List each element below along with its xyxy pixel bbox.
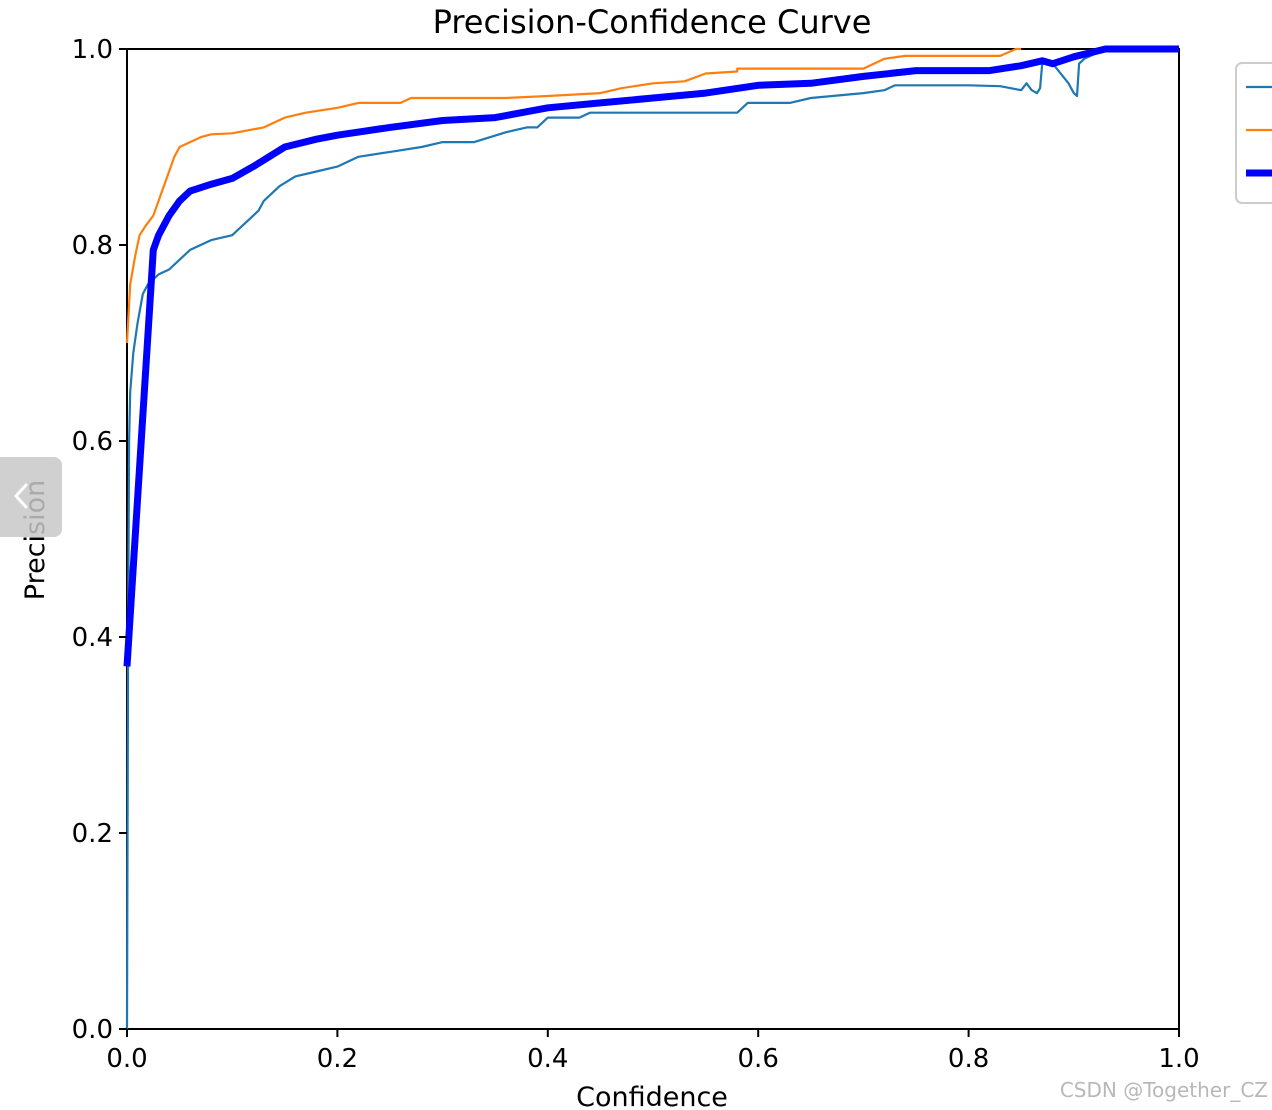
x-tick-label: 0.4 [527,1044,568,1074]
y-axis-ticks: 0.0 0.2 0.4 0.6 0.8 1.0 [72,35,127,1045]
y-tick-label: 0.6 [72,427,113,457]
series-layer [123,45,1179,1030]
plot-frame [126,48,1180,1030]
y-tick-label: 0.4 [72,623,113,653]
x-tick-label: 0.2 [317,1044,358,1074]
series-line-2 [125,47,1022,344]
series-line-1 [125,47,1179,1030]
series-line-3 [123,45,1179,667]
x-tick-label: 0.6 [738,1044,779,1074]
chevron-left-icon [14,483,28,509]
plot-area [123,45,1180,1030]
x-axis-ticks: 0.0 0.2 0.4 0.6 0.8 1.0 [106,1029,1200,1074]
legend-entries [1246,85,1272,177]
x-tick-label: 1.0 [1158,1044,1199,1074]
y-tick-label: 0.8 [72,231,113,261]
watermark: CSDN @Together_CZ [1059,1078,1268,1102]
y-tick-label: 0.0 [72,1015,113,1045]
collapse-panel-button[interactable] [0,457,62,537]
legend-box [1235,62,1272,204]
x-axis-title: Confidence [576,1082,728,1110]
y-tick-label: 1.0 [72,35,113,65]
x-tick-label: 0.0 [106,1044,147,1074]
x-tick-label: 0.8 [948,1044,989,1074]
y-tick-label: 0.2 [72,819,113,849]
legend [1235,62,1272,204]
chart-title: Precision-Confidence Curve [433,3,872,41]
